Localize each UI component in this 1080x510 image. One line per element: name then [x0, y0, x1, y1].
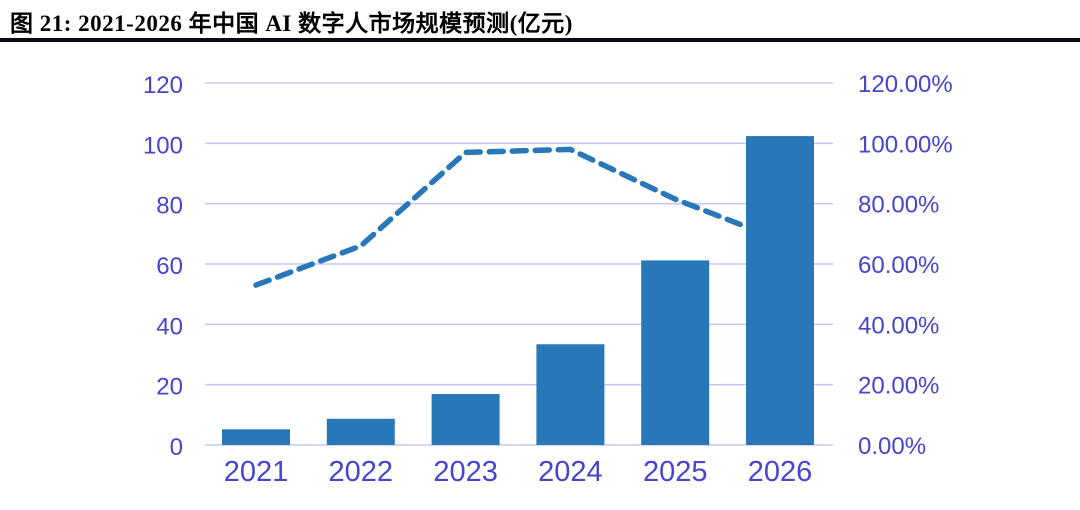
right-axis-tick: 80.00%: [858, 192, 939, 219]
left-axis-tick: 40: [156, 313, 183, 340]
right-axis-tick: 0.00%: [858, 433, 926, 460]
x-axis-label-2022: 2022: [329, 456, 394, 488]
right-axis-tick: 120.00%: [858, 71, 953, 98]
figure-title: 图 21: 2021-2026 年中国 AI 数字人市场规模预测(亿元): [10, 11, 573, 36]
left-axis-tick: 60: [156, 253, 183, 280]
market-size-bar-2022: [326, 418, 395, 445]
market-size-bar-2025: [641, 260, 710, 445]
right-axis-tick: 60.00%: [858, 252, 939, 279]
left-axis-tick: 100: [143, 132, 183, 159]
left-axis-tick: 80: [156, 193, 183, 220]
x-axis-label-2023: 2023: [433, 456, 498, 488]
left-axis-tick: 20: [156, 374, 183, 401]
market-size-bar-2021: [222, 429, 290, 445]
right-axis-tick: 40.00%: [858, 312, 939, 339]
left-axis-tick: 120: [143, 72, 183, 99]
right-axis-tick: 20.00%: [858, 373, 939, 400]
x-axis-label-2024: 2024: [538, 456, 603, 488]
x-axis-label-2021: 2021: [224, 456, 289, 488]
title-rule: [0, 38, 1080, 42]
x-axis-label-2026: 2026: [748, 456, 813, 488]
x-axis-label-2025: 2025: [643, 456, 708, 488]
right-axis-tick: 100.00%: [858, 131, 953, 158]
market-size-bar-2023: [431, 394, 500, 445]
market-size-bar-2026: [746, 136, 814, 446]
left-axis-tick: 0: [170, 434, 183, 461]
growth-rate-dashed-line: [253, 146, 783, 288]
market-size-bar-2024: [536, 344, 605, 445]
